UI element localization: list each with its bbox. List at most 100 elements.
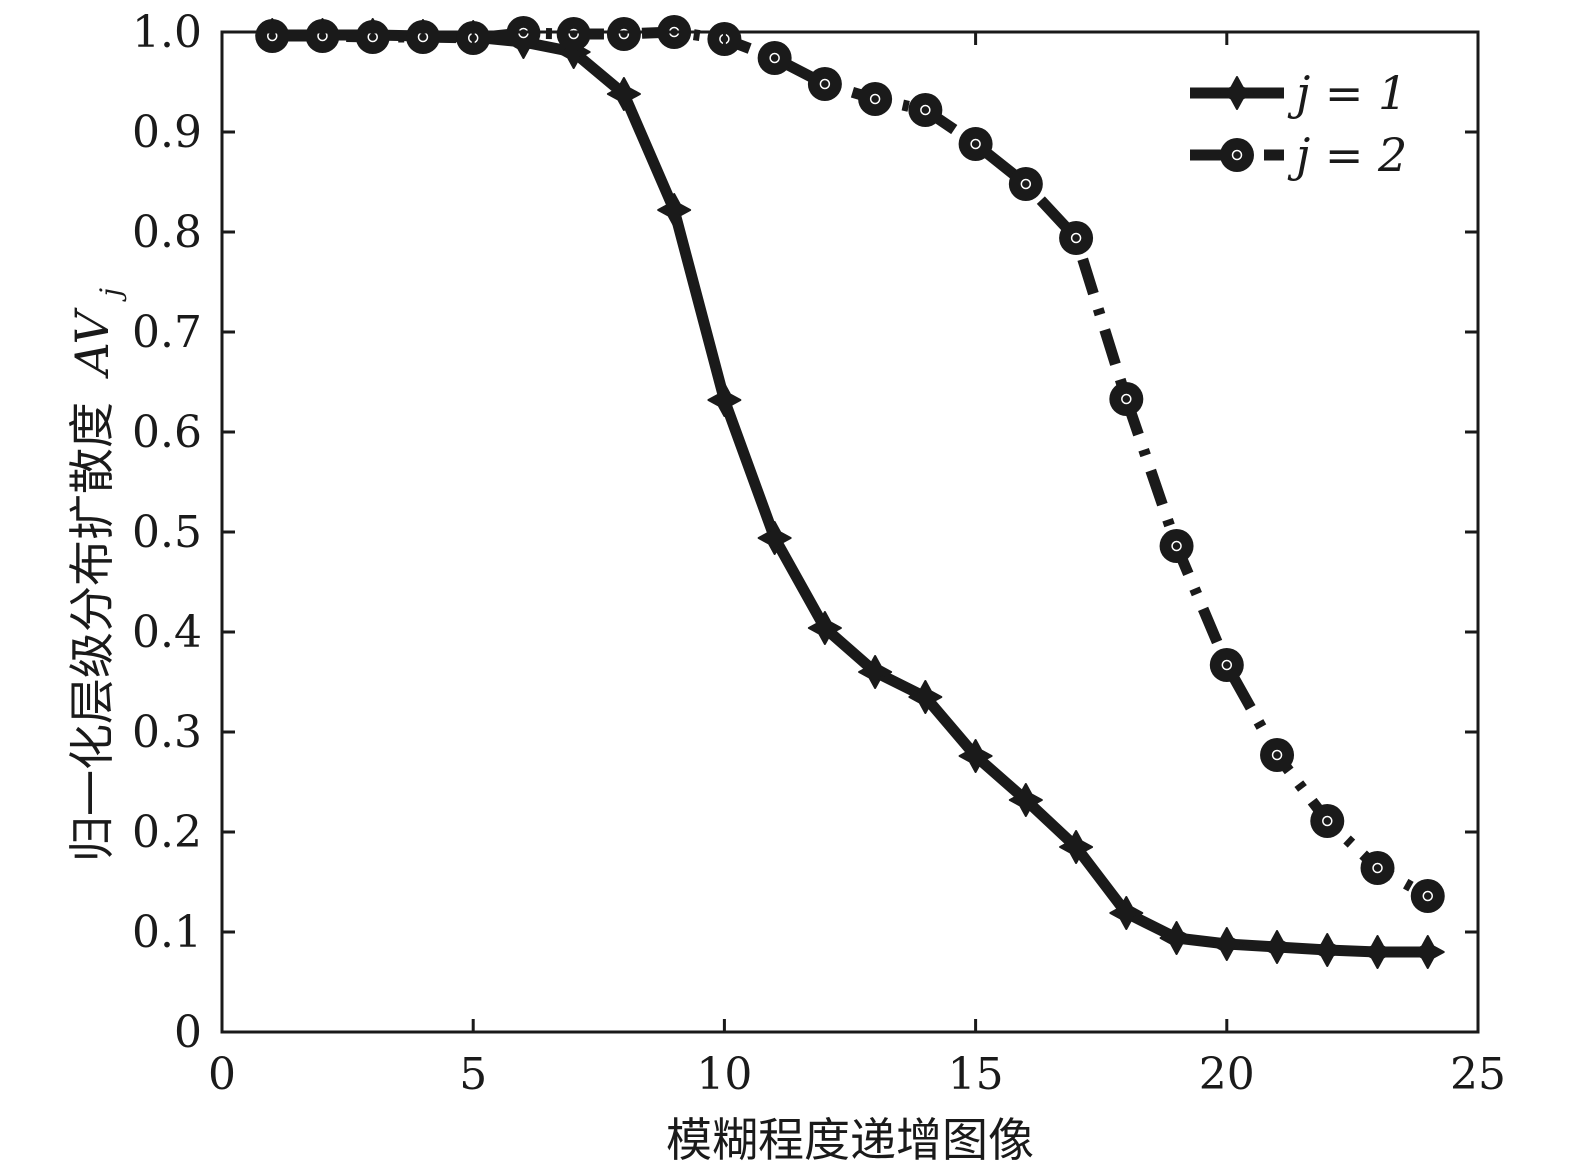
legend-marker-2 [1220,138,1254,172]
series-2-point-22-hole [1322,815,1333,827]
x-tick-label-15: 15 [948,1049,1004,1100]
series-1-point-22 [1310,933,1345,967]
legend-marker-2-disc [1220,138,1254,172]
series-2-point-16 [1008,167,1043,201]
y-tick-label-0.3: 0.3 [132,707,202,758]
series-2-point-3-disc [355,20,390,54]
series-2-point-4 [405,20,440,54]
series-2-line [272,26,1431,901]
series-1-point-9 [657,193,692,227]
series-1-point-10 [707,383,742,417]
series-1-point-12 [807,611,842,645]
series-2-point-15-disc [958,127,993,161]
series-2-point-14-disc [908,93,943,127]
series-2-point-1-disc [255,19,290,53]
series-2-point-12-hole [819,78,831,90]
legend-entry-1: j = 1 [1190,66,1407,120]
series-2-point-19 [1159,529,1194,563]
series-2-point-13 [858,82,893,116]
series-2-point-19-disc [1159,529,1194,563]
y-axis-title-symbol: AV [65,306,119,379]
series-2-point-13-hole [869,93,881,105]
y-tick-label-1.0: 1.0 [132,7,202,58]
series-2-point-16-hole [1020,178,1032,190]
series-2-point-24-disc [1410,879,1445,913]
x-tick-label-20: 20 [1199,1049,1255,1100]
series-1-point-19 [1159,921,1194,955]
series-2-point-18 [1109,382,1144,416]
legend-label-1: j = 1 [1287,66,1407,120]
series-2-point-21-hole [1271,749,1283,761]
x-tick-label-5: 5 [459,1049,487,1100]
series-2-point-21-disc [1260,738,1295,772]
series-2-point-17-disc [1059,221,1094,255]
series-2-point-7 [556,17,591,51]
series-1-point-13 [858,655,893,689]
series-2-point-7-hole [568,28,579,40]
series-2-point-24 [1410,879,1445,913]
series-1-point-24 [1410,935,1445,969]
x-tick-label-25: 25 [1450,1049,1506,1100]
series-layer [255,15,1445,969]
series-2-point-3 [355,20,390,54]
series-1-point-23 [1360,935,1395,969]
series-2-point-14 [908,93,943,127]
series-2-point-7-disc [556,17,591,51]
series-1-point-20 [1209,927,1244,961]
series-2-point-2-disc [305,19,340,53]
series-2-point-24-hole [1422,890,1434,902]
y-axis-title: 归一化层级分布扩散度 AV j [65,288,127,862]
series-2-point-2 [305,19,340,53]
series-1-point-16 [1008,783,1043,817]
series-2-point-18-disc [1109,382,1144,416]
legend-entry-2: j = 2 [1190,128,1407,182]
series-2-point-20-disc [1209,648,1244,682]
y-tick-label-0.9: 0.9 [132,107,202,158]
series-1-point-15 [958,739,993,773]
series-2-point-15 [958,127,993,161]
legend-label-2: j = 2 [1287,128,1407,182]
y-tick-label-0: 0 [174,1007,202,1058]
y-tick-label-0.5: 0.5 [132,507,202,558]
y-tick-label-0.4: 0.4 [132,607,202,658]
series-2-point-8-hole [618,28,630,40]
series-2-point-11-disc [757,41,792,75]
series-1-point-8 [606,77,641,111]
series-1-point-21 [1260,930,1295,964]
series-2-point-18-hole [1121,393,1132,405]
series-2-point-23 [1360,851,1395,885]
series-2-point-20-hole [1221,659,1233,671]
legend-marker-1 [1220,76,1254,110]
y-tick-label-0.1: 0.1 [132,907,202,958]
legend-marker-2-hole [1231,149,1243,161]
y-tick-label-0.6: 0.6 [132,407,202,458]
series-2-point-22-disc [1310,804,1345,838]
series-2-point-17-hole [1070,232,1082,244]
series-1-point-18 [1109,896,1144,930]
series-1-point-17 [1059,830,1094,864]
ticks-layer: 0 5 10 15 20 25 0 0.1 0.2 0.3 0.4 0.5 0.6 0.7 0.8 0.9 1.… [132,7,1506,1100]
series-2-point-23-hole [1372,862,1383,874]
series-2-point-8 [606,17,641,51]
series-1-point-14 [908,680,943,714]
series-2-point-13-disc [858,82,893,116]
series-2-point-4-disc [405,20,440,54]
series-2-point-23-disc [1360,851,1395,885]
series-2-point-8-disc [606,17,641,51]
y-tick-label-0.7: 0.7 [132,307,202,358]
series-1-point-11 [757,521,792,555]
series-2-point-15-hole [970,138,981,150]
series-2-point-16-disc [1008,167,1043,201]
series-2-point-1 [255,19,290,53]
x-tick-label-0: 0 [208,1049,236,1100]
series-2-point-20 [1209,648,1244,682]
x-axis-title: 模糊程度递增图像 [666,1113,1034,1167]
series-2-point-12 [807,67,842,101]
series-2-point-21 [1260,738,1295,772]
legend: j = 1 j = 2 [1190,66,1407,182]
series-2-point-19-hole [1171,540,1182,552]
series-2-point-22 [1310,804,1345,838]
y-axis-title-text: 归一化层级分布扩散度 [65,402,119,862]
